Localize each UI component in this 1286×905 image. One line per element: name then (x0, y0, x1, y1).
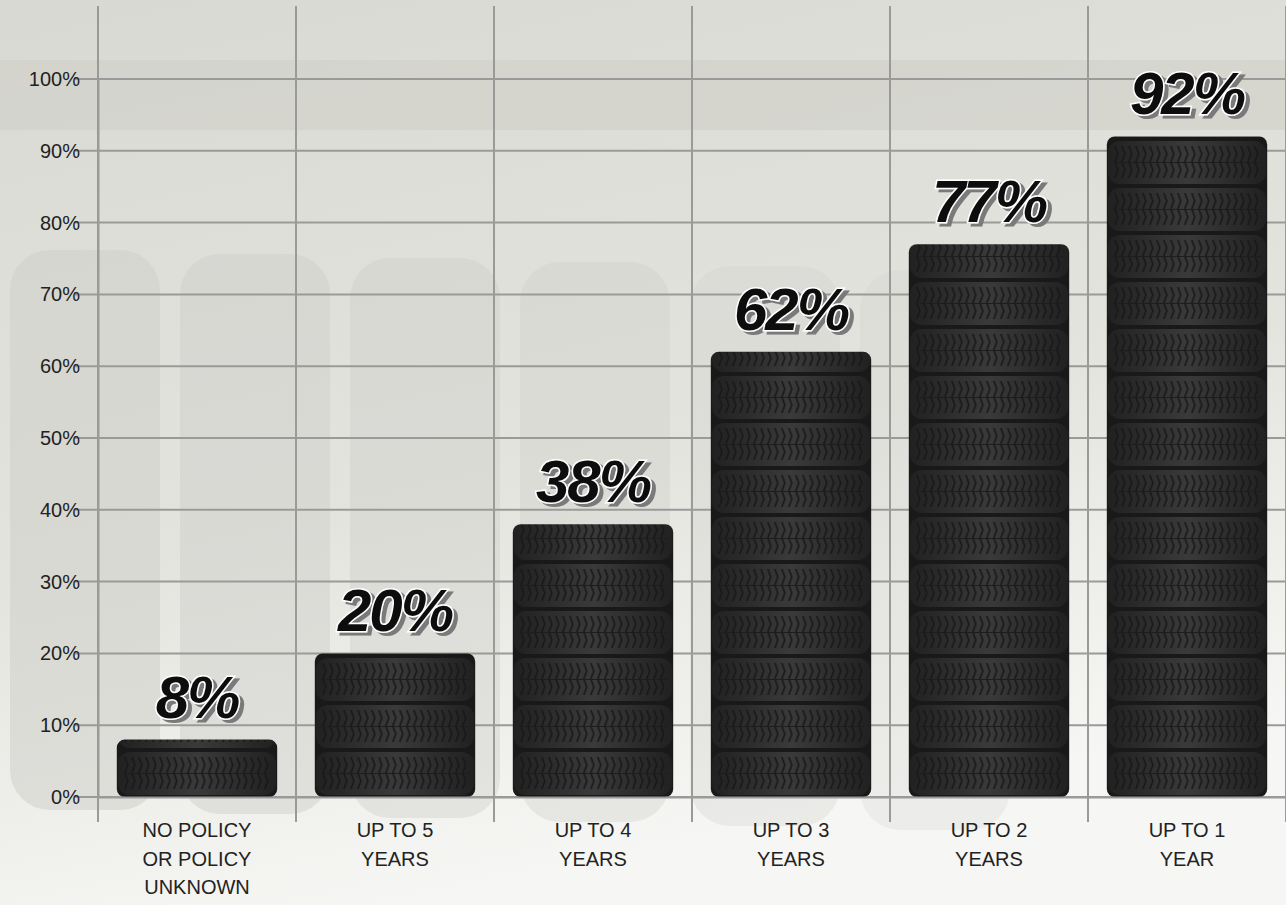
background-shelf (0, 60, 1286, 130)
y-tick: 70% (40, 283, 98, 305)
x-tick-label-line: UP TO 1 (1149, 819, 1226, 841)
data-label: 77% (932, 168, 1047, 235)
tire-stack (117, 740, 277, 797)
x-tick: UP TO 5 YEARS (357, 797, 434, 870)
category-separator (889, 6, 891, 822)
tire-stack (513, 524, 673, 797)
y-tick-label: 0% (51, 786, 80, 808)
bars (117, 136, 1267, 797)
tire-stack (909, 244, 1069, 797)
x-tick-label-line: NO POLICY (143, 819, 252, 841)
x-tick-label-line: UP TO 3 (753, 819, 830, 841)
data-label: 92% (1130, 60, 1245, 127)
data-label: 62% (734, 276, 849, 343)
grid-line (75, 222, 1286, 224)
y-tick-label: 80% (40, 212, 80, 234)
data-label: 20% (337, 577, 453, 644)
x-tick-label-line: YEARS (559, 848, 627, 870)
tire-stack (315, 653, 475, 797)
y-tick-label: 40% (40, 499, 80, 521)
x-tick-label: UP TO 3 YEARS (753, 819, 830, 869)
category-separator (1285, 6, 1286, 822)
grid-line (75, 724, 1286, 726)
tire-stack (1107, 136, 1267, 797)
y-tick-label: 100% (29, 68, 80, 90)
tire-stack (711, 352, 871, 797)
x-tick: UP TO 1 YEAR (1149, 797, 1226, 870)
grid (75, 6, 1286, 822)
y-tick: 40% (40, 499, 98, 521)
chart: 0% 10% 20% 30% 40% 50% 60% 70% 80% 90% 100% NO POLI… (0, 0, 1286, 905)
x-axis-line (99, 797, 1286, 799)
category-separator (295, 6, 297, 822)
category-separator (691, 6, 693, 822)
y-axis-line (98, 80, 100, 798)
y-tick-label: 70% (40, 283, 80, 305)
y-tick: 0% (51, 786, 98, 808)
y-axis: 0% 10% 20% 30% 40% 50% 60% 70% 80% 90% 100% (29, 68, 99, 808)
grid-line (75, 78, 1286, 80)
x-tick-label: NO POLICY OR POLICY UNKNOWN (143, 819, 252, 898)
y-tick-label: 60% (40, 355, 80, 377)
y-tick: 100% (29, 68, 98, 90)
x-tick-label-line: OR POLICY (143, 848, 252, 870)
y-tick-label: 20% (40, 642, 80, 664)
background-fill (0, 0, 1286, 905)
y-tick-label: 90% (40, 140, 80, 162)
y-tick: 10% (40, 714, 98, 736)
y-tick: 50% (40, 427, 98, 449)
x-tick: UP TO 3 YEARS (753, 797, 830, 870)
grid-line (75, 437, 1286, 439)
grid-line (75, 365, 1286, 367)
x-tick-label-line: YEARS (955, 848, 1023, 870)
y-tick: 20% (40, 642, 98, 664)
y-tick: 60% (40, 355, 98, 377)
grid-line (75, 509, 1286, 511)
x-tick-label-line: UNKNOWN (144, 876, 250, 898)
data-label: 38% (536, 448, 651, 515)
y-tick: 30% (40, 571, 98, 593)
y-tick: 80% (40, 212, 98, 234)
x-tick-label-line: YEARS (361, 848, 429, 870)
x-tick: NO POLICY OR POLICY UNKNOWN (143, 797, 252, 898)
x-tick: UP TO 2 YEARS (951, 797, 1028, 870)
grid-line (75, 581, 1286, 583)
y-tick-label: 30% (40, 571, 80, 593)
x-tick-label-line: UP TO 2 (951, 819, 1028, 841)
y-tick-label: 50% (40, 427, 80, 449)
grid-line (75, 293, 1286, 295)
x-tick-label-line: YEARS (757, 848, 825, 870)
y-tick: 90% (40, 140, 98, 162)
x-tick-label-line: UP TO 5 (357, 819, 434, 841)
grid-line (75, 150, 1286, 152)
x-tick-label: UP TO 1 YEAR (1149, 819, 1226, 869)
data-labels: 8% 20% 38% 62% 77% 92% (156, 60, 1245, 730)
y-tick-label: 10% (40, 714, 80, 736)
x-tick-label-line: YEAR (1160, 848, 1214, 870)
x-tick-label: UP TO 4 YEARS (555, 819, 632, 869)
x-tick-label-line: UP TO 4 (555, 819, 632, 841)
x-tick: UP TO 4 YEARS (555, 797, 632, 870)
data-label: 8% (156, 664, 239, 731)
x-tick-label: UP TO 5 YEARS (357, 819, 434, 869)
grid-line (75, 652, 1286, 654)
x-tick-label: UP TO 2 YEARS (951, 819, 1028, 869)
category-separator (97, 6, 99, 822)
background (0, 0, 1286, 905)
category-separator (493, 6, 495, 822)
category-separator (1087, 6, 1089, 822)
x-axis: NO POLICYOR POLICYUNKNOWNUP TO 5YEARSUP … (99, 797, 1286, 898)
